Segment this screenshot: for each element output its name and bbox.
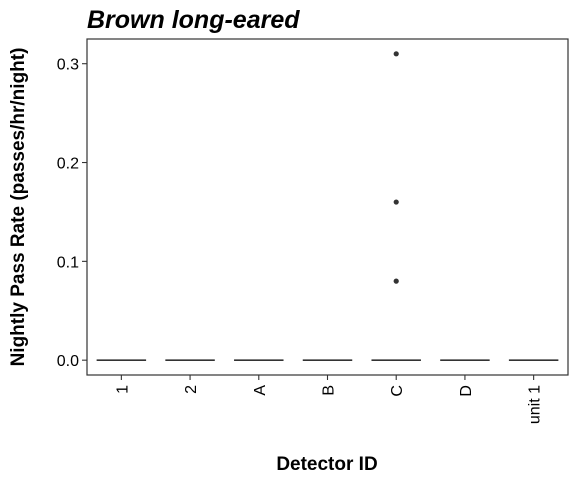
y-axis-label: Nightly Pass Rate (passes/hr/night)	[8, 48, 29, 367]
outlier-point	[393, 51, 399, 57]
y-tick-label: 0.1	[57, 254, 79, 271]
x-tick-label: unit 1	[527, 385, 544, 424]
outlier-point	[393, 199, 399, 205]
x-axis-label: Detector ID	[276, 454, 377, 475]
x-tick-label: A	[252, 385, 269, 396]
x-tick-label: 1	[114, 385, 131, 394]
y-axis: 0.0 0.1 0.2 0.3	[57, 57, 87, 370]
x-tick-label: C	[389, 385, 406, 397]
x-tick-label: B	[321, 385, 338, 396]
y-tick-label: 0.3	[57, 57, 79, 74]
outlier-point	[393, 278, 399, 284]
chart-title: Brown long-eared	[87, 6, 300, 34]
plot-panel	[86, 38, 569, 376]
x-tick-label: D	[458, 385, 475, 397]
x-tick-label: 2	[183, 385, 200, 394]
y-tick-label: 0.2	[57, 156, 79, 173]
y-tick-label: 0.0	[57, 353, 79, 370]
outlier-points	[393, 51, 399, 284]
